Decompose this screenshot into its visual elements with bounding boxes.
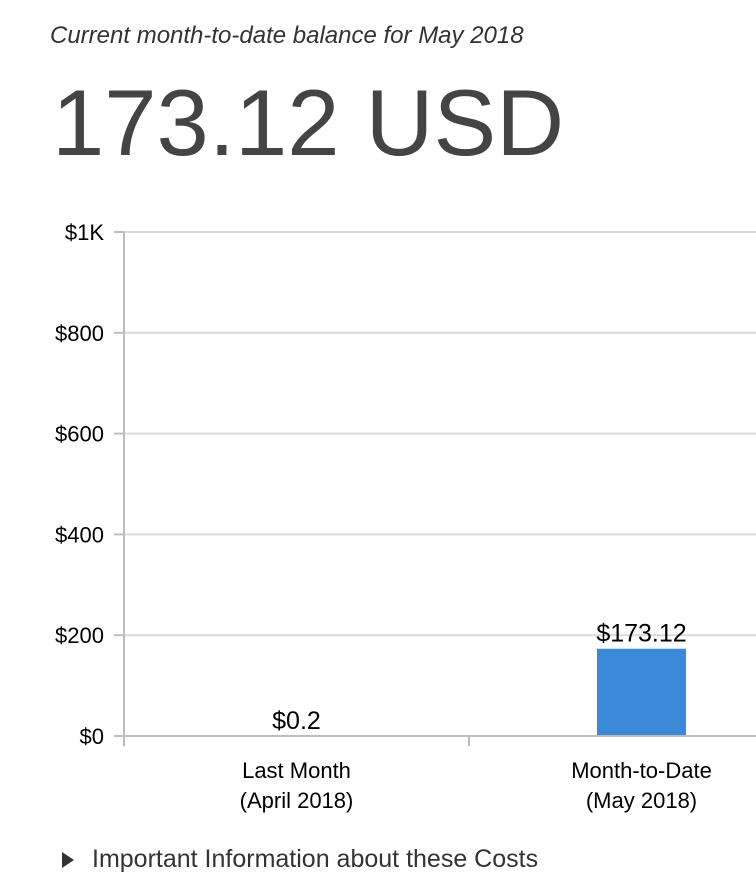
x-category-label: (April 2018) bbox=[240, 788, 354, 813]
x-category-label: (May 2018) bbox=[586, 788, 697, 813]
y-tick-label: $800 bbox=[55, 321, 104, 346]
y-tick-label: $600 bbox=[55, 422, 104, 447]
balance-bar-chart: $0 $200 $400 $600 $800 $1K $0.2 $173.12 Last Mon… bbox=[55, 220, 756, 813]
balance-period-caption: Current month-to-date balance for May 20… bbox=[50, 22, 524, 49]
y-tick-label: $400 bbox=[55, 522, 104, 547]
expand-triangle-icon bbox=[62, 851, 74, 868]
balance-amount: 173.12 USD bbox=[52, 70, 565, 175]
bar-data-label: $0.2 bbox=[272, 707, 321, 735]
important-info-toggle[interactable]: Important Information about these Costs bbox=[62, 845, 538, 874]
y-tick-label: $0 bbox=[80, 724, 104, 749]
y-tick-label: $1K bbox=[65, 220, 104, 245]
bar-data-label: $173.12 bbox=[596, 620, 686, 648]
important-info-label: Important Information about these Costs bbox=[92, 845, 539, 873]
bar bbox=[597, 648, 686, 736]
x-category-label: Last Month bbox=[242, 758, 351, 783]
y-tick-label: $200 bbox=[55, 623, 104, 648]
x-category-label: Month-to-Date bbox=[571, 758, 712, 783]
